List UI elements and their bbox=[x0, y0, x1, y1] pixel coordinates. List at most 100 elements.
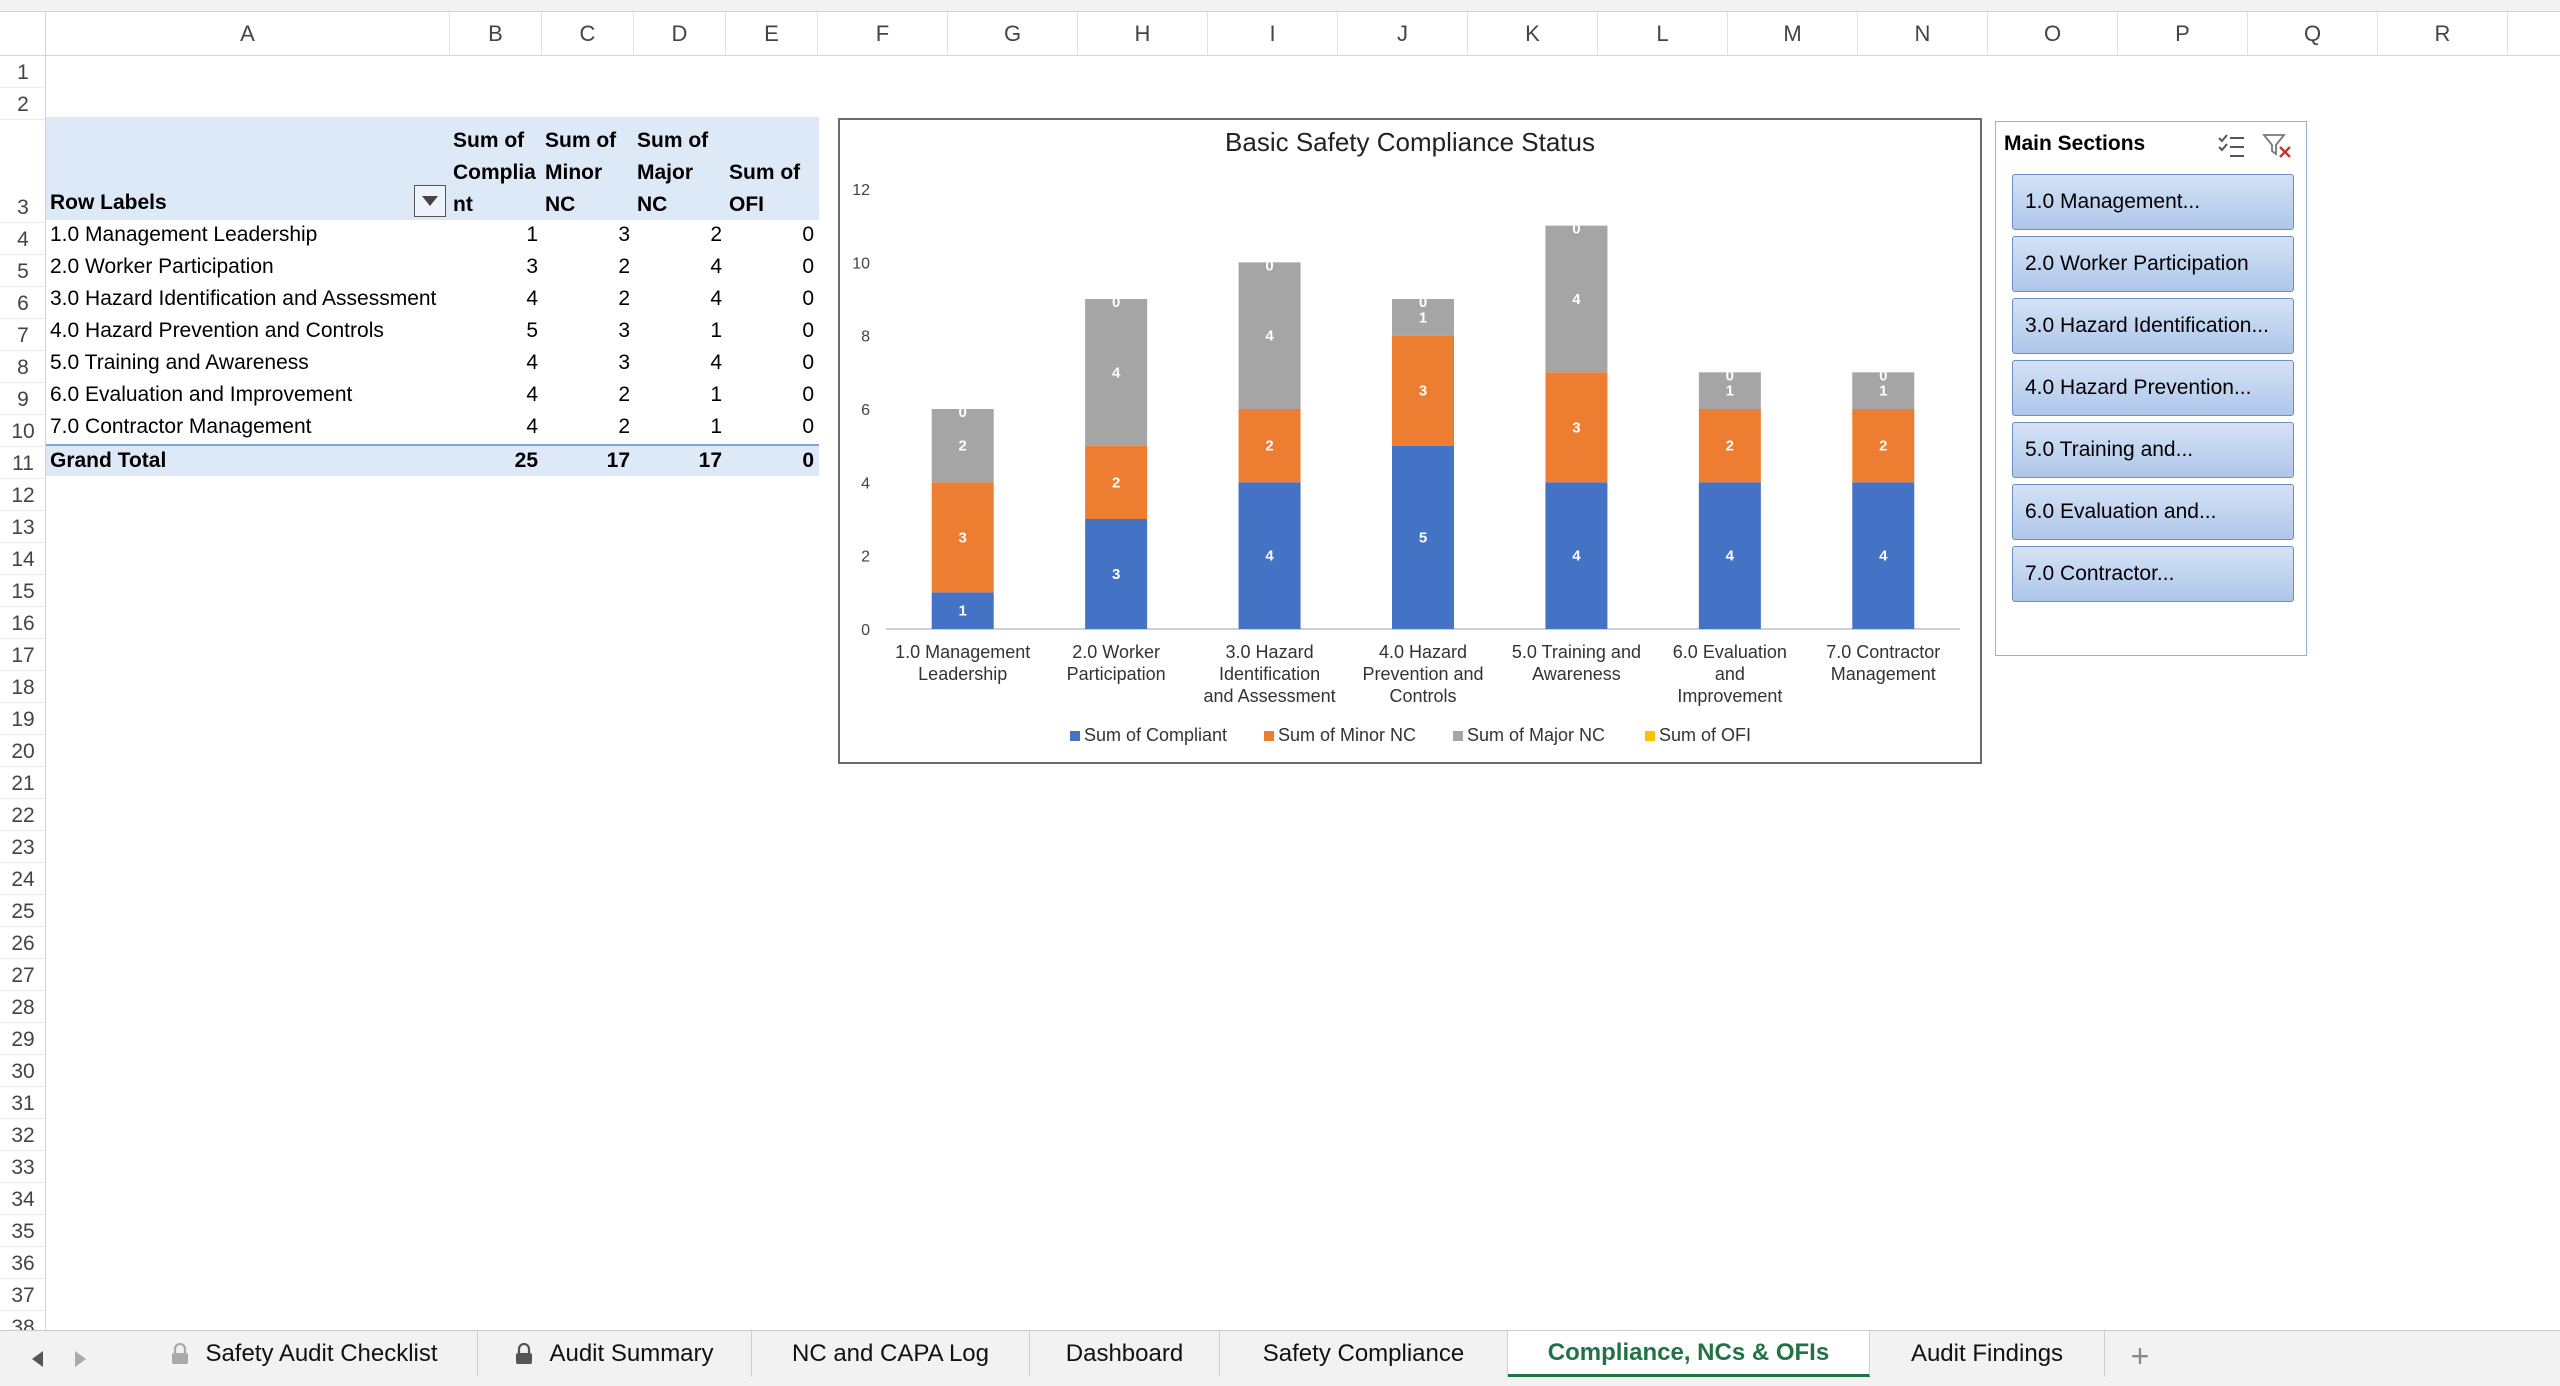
column-header-e[interactable]: E bbox=[726, 12, 818, 56]
pivot-row[interactable]: 7.0 Contractor Management 4 2 1 0 bbox=[46, 412, 819, 444]
column-header-i[interactable]: I bbox=[1208, 12, 1338, 56]
column-header-q[interactable]: Q bbox=[2248, 12, 2378, 56]
column-header-k[interactable]: K bbox=[1468, 12, 1598, 56]
pivot-value-cell: 0 bbox=[802, 287, 814, 310]
column-header-d[interactable]: D bbox=[634, 12, 726, 56]
slicer-item[interactable]: 1.0 Management... bbox=[2012, 174, 2294, 230]
pivot-grand-total-row[interactable]: Grand Total 25 17 17 0 bbox=[46, 444, 819, 476]
row-header-7[interactable]: 7 bbox=[0, 319, 45, 351]
row-header-27[interactable]: 27 bbox=[0, 959, 45, 991]
row-header-36[interactable]: 36 bbox=[0, 1247, 45, 1279]
chart-bar-segment bbox=[1698, 372, 1761, 409]
sheet-tab[interactable]: Safety Compliance bbox=[1220, 1331, 1508, 1377]
row-header-37[interactable]: 37 bbox=[0, 1279, 45, 1311]
chart-bar-segment bbox=[1085, 299, 1148, 446]
row-header-14[interactable]: 14 bbox=[0, 543, 45, 575]
pivot-value-cell: 0 bbox=[802, 383, 814, 406]
stacked-bar-chart[interactable]: Basic Safety Compliance Status 0 2 4 6 8 10 12 1… bbox=[838, 118, 1982, 764]
row-header-33[interactable]: 33 bbox=[0, 1151, 45, 1183]
row-header-21[interactable]: 21 bbox=[0, 767, 45, 799]
row-header-34[interactable]: 34 bbox=[0, 1183, 45, 1215]
row-header-23[interactable]: 23 bbox=[0, 831, 45, 863]
slicer-item[interactable]: 7.0 Contractor... bbox=[2012, 546, 2294, 602]
row-header-18[interactable]: 18 bbox=[0, 671, 45, 703]
main-sections-slicer[interactable]: Main Sections 1.0 Management... 2.0 Worke… bbox=[1995, 121, 2307, 656]
column-header-n[interactable]: N bbox=[1858, 12, 1988, 56]
slicer-item[interactable]: 6.0 Evaluation and... bbox=[2012, 484, 2294, 540]
row-header-19[interactable]: 19 bbox=[0, 703, 45, 735]
sheet-tab[interactable]: Audit Summary bbox=[478, 1331, 752, 1377]
column-header-a[interactable]: A bbox=[46, 12, 450, 56]
row-header-20[interactable]: 20 bbox=[0, 735, 45, 767]
row-header-35[interactable]: 35 bbox=[0, 1215, 45, 1247]
row-header-25[interactable]: 25 bbox=[0, 895, 45, 927]
row-labels-filter-button[interactable] bbox=[414, 185, 446, 217]
row-header-4[interactable]: 4 bbox=[0, 223, 45, 255]
multi-select-icon[interactable] bbox=[2216, 132, 2246, 160]
pivot-row-labels-header[interactable]: Row Labels bbox=[50, 191, 167, 214]
row-header-6[interactable]: 6 bbox=[0, 287, 45, 319]
sheet-tab[interactable]: Safety Audit Checklist bbox=[132, 1331, 478, 1377]
slicer-item[interactable]: 3.0 Hazard Identification... bbox=[2012, 298, 2294, 354]
row-header-29[interactable]: 29 bbox=[0, 1023, 45, 1055]
clear-filter-icon[interactable] bbox=[2262, 132, 2292, 160]
row-header-17[interactable]: 17 bbox=[0, 639, 45, 671]
row-header-9[interactable]: 9 bbox=[0, 383, 45, 415]
scroll-tabs-left-button[interactable] bbox=[22, 1345, 52, 1373]
pivot-column-header[interactable]: Sum of Minor NC bbox=[545, 125, 616, 221]
data-label: 0 bbox=[1572, 221, 1580, 238]
add-sheet-button[interactable]: + bbox=[2130, 1337, 2150, 1374]
pivot-row[interactable]: 3.0 Hazard Identification and Assessment… bbox=[46, 284, 819, 316]
sheet-tab[interactable]: Compliance, NCs & OFIs bbox=[1508, 1331, 1870, 1377]
column-header-h[interactable]: H bbox=[1078, 12, 1208, 56]
data-label: 4 bbox=[1265, 548, 1274, 565]
slicer-item[interactable]: 5.0 Training and... bbox=[2012, 422, 2294, 478]
slicer-item[interactable]: 2.0 Worker Participation bbox=[2012, 236, 2294, 292]
pivot-column-header[interactable]: Sum of Major NC bbox=[637, 125, 708, 221]
column-header-r[interactable]: R bbox=[2378, 12, 2508, 56]
row-header-12[interactable]: 12 bbox=[0, 479, 45, 511]
row-header-8[interactable]: 8 bbox=[0, 351, 45, 383]
column-header-f[interactable]: F bbox=[818, 12, 948, 56]
sheet-tab[interactable]: Dashboard bbox=[1030, 1331, 1220, 1377]
select-all-corner[interactable] bbox=[0, 12, 46, 56]
column-header-l[interactable]: L bbox=[1598, 12, 1728, 56]
scroll-tabs-right-button[interactable] bbox=[66, 1345, 96, 1373]
row-header-5[interactable]: 5 bbox=[0, 255, 45, 287]
row-header-22[interactable]: 22 bbox=[0, 799, 45, 831]
column-header-c[interactable]: C bbox=[542, 12, 634, 56]
column-header-m[interactable]: M bbox=[1728, 12, 1858, 56]
row-header-3[interactable]: 3 bbox=[0, 120, 45, 223]
column-header-b[interactable]: B bbox=[450, 12, 542, 56]
sheet-tab[interactable]: NC and CAPA Log bbox=[752, 1331, 1030, 1377]
slicer-item[interactable]: 4.0 Hazard Prevention... bbox=[2012, 360, 2294, 416]
row-header-13[interactable]: 13 bbox=[0, 511, 45, 543]
row-header-38[interactable]: 38 bbox=[0, 1311, 45, 1330]
sheet-tab[interactable]: Audit Findings bbox=[1870, 1331, 2105, 1377]
row-header-2[interactable]: 2 bbox=[0, 88, 45, 120]
pivot-row[interactable]: 1.0 Management Leadership 1 3 2 0 bbox=[46, 220, 819, 252]
sheet-tab-label: Safety Compliance bbox=[1262, 1340, 1465, 1367]
row-header-31[interactable]: 31 bbox=[0, 1087, 45, 1119]
column-header-p[interactable]: P bbox=[2118, 12, 2248, 56]
row-header-30[interactable]: 30 bbox=[0, 1055, 45, 1087]
pivot-row[interactable]: 2.0 Worker Participation 3 2 4 0 bbox=[46, 252, 819, 284]
column-header-g[interactable]: G bbox=[948, 12, 1078, 56]
row-header-32[interactable]: 32 bbox=[0, 1119, 45, 1151]
row-header-10[interactable]: 10 bbox=[0, 415, 45, 447]
row-header-11[interactable]: 11 bbox=[0, 447, 45, 479]
column-header-j[interactable]: J bbox=[1338, 12, 1468, 56]
row-header-24[interactable]: 24 bbox=[0, 863, 45, 895]
pivot-row[interactable]: 6.0 Evaluation and Improvement 4 2 1 0 bbox=[46, 380, 819, 412]
row-header-16[interactable]: 16 bbox=[0, 607, 45, 639]
row-header-1[interactable]: 1 bbox=[0, 56, 45, 88]
pivot-row[interactable]: 5.0 Training and Awareness 4 3 4 0 bbox=[46, 348, 819, 380]
legend-swatch bbox=[1645, 731, 1655, 741]
pivot-row[interactable]: 4.0 Hazard Prevention and Controls 5 3 1 0 bbox=[46, 316, 819, 348]
column-header-o[interactable]: O bbox=[1988, 12, 2118, 56]
row-header-26[interactable]: 26 bbox=[0, 927, 45, 959]
row-header-15[interactable]: 15 bbox=[0, 575, 45, 607]
pivot-column-header[interactable]: Sum of OFI bbox=[729, 125, 800, 221]
row-header-28[interactable]: 28 bbox=[0, 991, 45, 1023]
pivot-column-header[interactable]: Sum of Complia nt bbox=[453, 125, 536, 221]
